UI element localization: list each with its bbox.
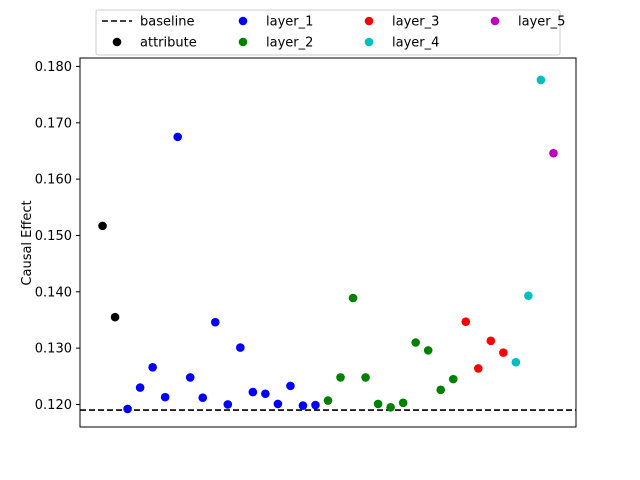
data-point-layer_1 bbox=[123, 404, 132, 414]
data-point-layer_2 bbox=[398, 398, 408, 408]
data-point-layer_1 bbox=[248, 387, 258, 397]
data-point-layer_2 bbox=[448, 374, 458, 384]
data-point-layer_1 bbox=[148, 362, 157, 372]
legend-label-layer_1: layer_1 bbox=[266, 15, 313, 30]
data-point-layer_2 bbox=[361, 373, 370, 382]
data-point-layer_1 bbox=[223, 400, 233, 409]
data-point-layer_1 bbox=[135, 383, 145, 392]
y-tick-label: 0.150 bbox=[35, 229, 72, 244]
data-point-layer_1 bbox=[173, 132, 182, 142]
y-tick-label: 0.160 bbox=[35, 173, 72, 188]
data-point-layer_2 bbox=[348, 293, 358, 303]
y-tick-label: 0.120 bbox=[35, 398, 72, 413]
data-point-layer_1 bbox=[261, 389, 270, 399]
data-point-layer_3 bbox=[474, 364, 483, 373]
legend-box bbox=[95, 9, 561, 56]
data-point-layer_1 bbox=[273, 399, 283, 409]
legend-marker-layer_3 bbox=[364, 16, 374, 26]
legend-marker-layer_2 bbox=[238, 37, 248, 47]
legend-label-baseline: baseline bbox=[140, 15, 194, 30]
data-point-layer_1 bbox=[311, 400, 320, 410]
data-point-layer_4 bbox=[511, 357, 521, 367]
data-point-layer_3 bbox=[461, 317, 471, 326]
data-point-layer_2 bbox=[423, 346, 433, 355]
data-point-layer_1 bbox=[185, 373, 195, 382]
y-tick-label: 0.130 bbox=[35, 342, 72, 357]
legend-marker-layer_4 bbox=[364, 37, 374, 47]
data-point-attribute bbox=[110, 312, 120, 322]
data-point-layer_4 bbox=[536, 75, 546, 85]
data-point-layer_2 bbox=[323, 396, 333, 405]
y-tick-label: 0.140 bbox=[35, 285, 72, 300]
data-point-layer_2 bbox=[436, 385, 446, 395]
data-point-attribute bbox=[98, 221, 107, 231]
legend-label-layer_4: layer_4 bbox=[392, 36, 439, 51]
data-point-layer_1 bbox=[198, 393, 208, 403]
data-point-layer_3 bbox=[486, 336, 496, 346]
y-tick-label: 0.180 bbox=[35, 60, 72, 75]
data-point-layer_2 bbox=[411, 338, 420, 347]
data-point-layer_2 bbox=[386, 402, 395, 412]
legend-label-layer_3: layer_3 bbox=[392, 15, 439, 30]
legend: baselineattributelayer_1layer_2layer_3la… bbox=[95, 9, 565, 56]
legend-label-attribute: attribute bbox=[140, 36, 197, 51]
data-point-layer_2 bbox=[373, 399, 383, 409]
data-point-layer_1 bbox=[210, 317, 220, 327]
data-point-layer_1 bbox=[236, 343, 245, 352]
y-axis-title: Causal Effect bbox=[20, 200, 35, 285]
y-tick-label: 0.170 bbox=[35, 116, 72, 131]
legend-marker-layer_5 bbox=[490, 16, 500, 26]
plot-area: 0.120 0.130 0.140 0.150 0.160 0.170 0.180 bbox=[35, 57, 577, 428]
data-point-layer_1 bbox=[286, 381, 295, 391]
data-point-layer_3 bbox=[499, 348, 508, 357]
legend-marker-layer_1 bbox=[238, 16, 248, 26]
data-point-layer_4 bbox=[524, 291, 533, 301]
data-point-layer_1 bbox=[298, 401, 308, 410]
legend-label-layer_2: layer_2 bbox=[266, 36, 313, 51]
legend-marker-attribute bbox=[112, 37, 122, 47]
plot-frame bbox=[79, 57, 577, 428]
data-point-layer_2 bbox=[336, 373, 345, 382]
legend-label-layer_5: layer_5 bbox=[518, 15, 565, 30]
data-point-layer_5 bbox=[549, 148, 558, 158]
data-point-layer_1 bbox=[160, 392, 170, 402]
